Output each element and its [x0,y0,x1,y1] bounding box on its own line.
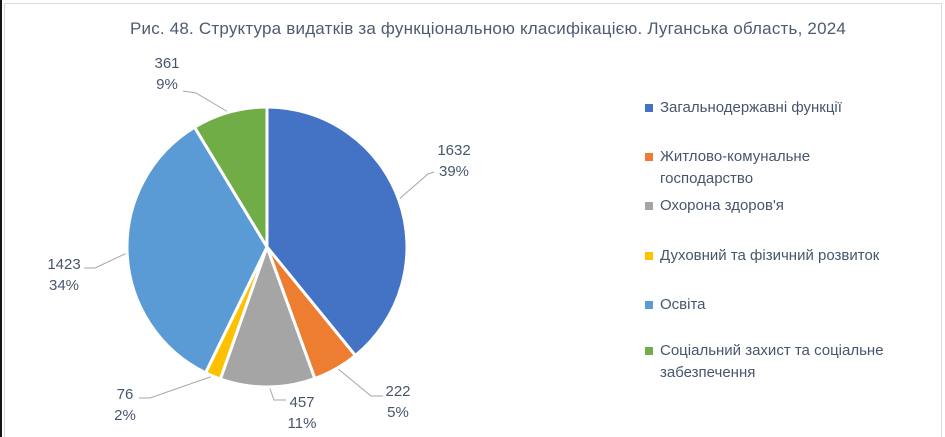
legend-marker-icon [645,202,653,210]
legend-item-zhytlovo: Житлово-комунальне господарство [645,146,825,190]
legend-marker-icon [645,252,653,260]
leader-line [139,375,214,399]
chart-legend: Загальнодержавні функції Житлово-комунал… [645,0,945,437]
slice-label-sotsialnyi: 361 9% [140,53,194,95]
pie-slice-0 [265,105,409,358]
legend-label: Освіта [660,296,706,313]
page-edge-strip [0,0,2,437]
slice-value: 457 [289,394,315,411]
chart-border-box [4,3,942,437]
legend-marker-icon [645,347,653,355]
pie-slice-4 [125,125,269,375]
slice-label-dukhovnyi: 76 2% [101,384,149,426]
slice-value: 222 [385,383,411,400]
slice-label-osvita: 1423 34% [34,254,94,296]
legend-item-zahalnoderzhavni: Загальнодержавні функції [645,97,842,119]
pie-slice-5 [193,105,269,249]
legend-item-dukhovnyi: Духовний та фізичний розвиток [645,245,879,267]
leader-line [336,367,383,397]
pie-slice-2 [218,245,317,389]
legend-label: Духовний та фізичний розвиток [660,247,880,264]
slice-percent: 2% [114,407,136,424]
slice-percent: 5% [387,404,409,421]
legend-item-osvita: Освіта [645,294,706,316]
pie-slices [125,105,409,389]
legend-label: Загальнодержавні функції [660,99,842,116]
legend-marker-icon [645,153,653,161]
legend-label: Соціальний захист та соціальне забезпече… [660,342,884,381]
slice-value: 1423 [47,256,81,273]
slice-value: 361 [154,55,180,72]
leader-line [268,385,286,401]
slice-label-okhorona: 457 11% [274,392,330,434]
slice-label-zhytlovo: 222 5% [374,381,422,423]
slice-value: 1632 [437,142,471,159]
legend-marker-icon [645,104,653,112]
leader-line [84,252,128,269]
slice-percent: 11% [287,415,317,432]
leader-line [182,90,229,113]
slice-label-zahalnoderzhavni: 1632 39% [424,140,484,182]
slice-percent: 9% [156,76,178,93]
slice-value: 76 [116,386,134,403]
legend-item-sotsialnyi: Соціальний захист та соціальне забезпече… [645,340,900,384]
legend-item-okhorona: Охорона здоров'я [645,195,784,217]
slice-percent: 39% [438,163,470,180]
legend-label: Житлово-комунальне господарство [660,148,811,187]
legend-label: Охорона здоров'я [660,197,784,214]
slice-percent: 34% [48,277,80,294]
leader-line [397,171,435,201]
legend-marker-icon [645,301,653,309]
leader-lines [84,90,435,401]
chart-title: Рис. 48. Структура видатків за функціона… [129,19,847,38]
